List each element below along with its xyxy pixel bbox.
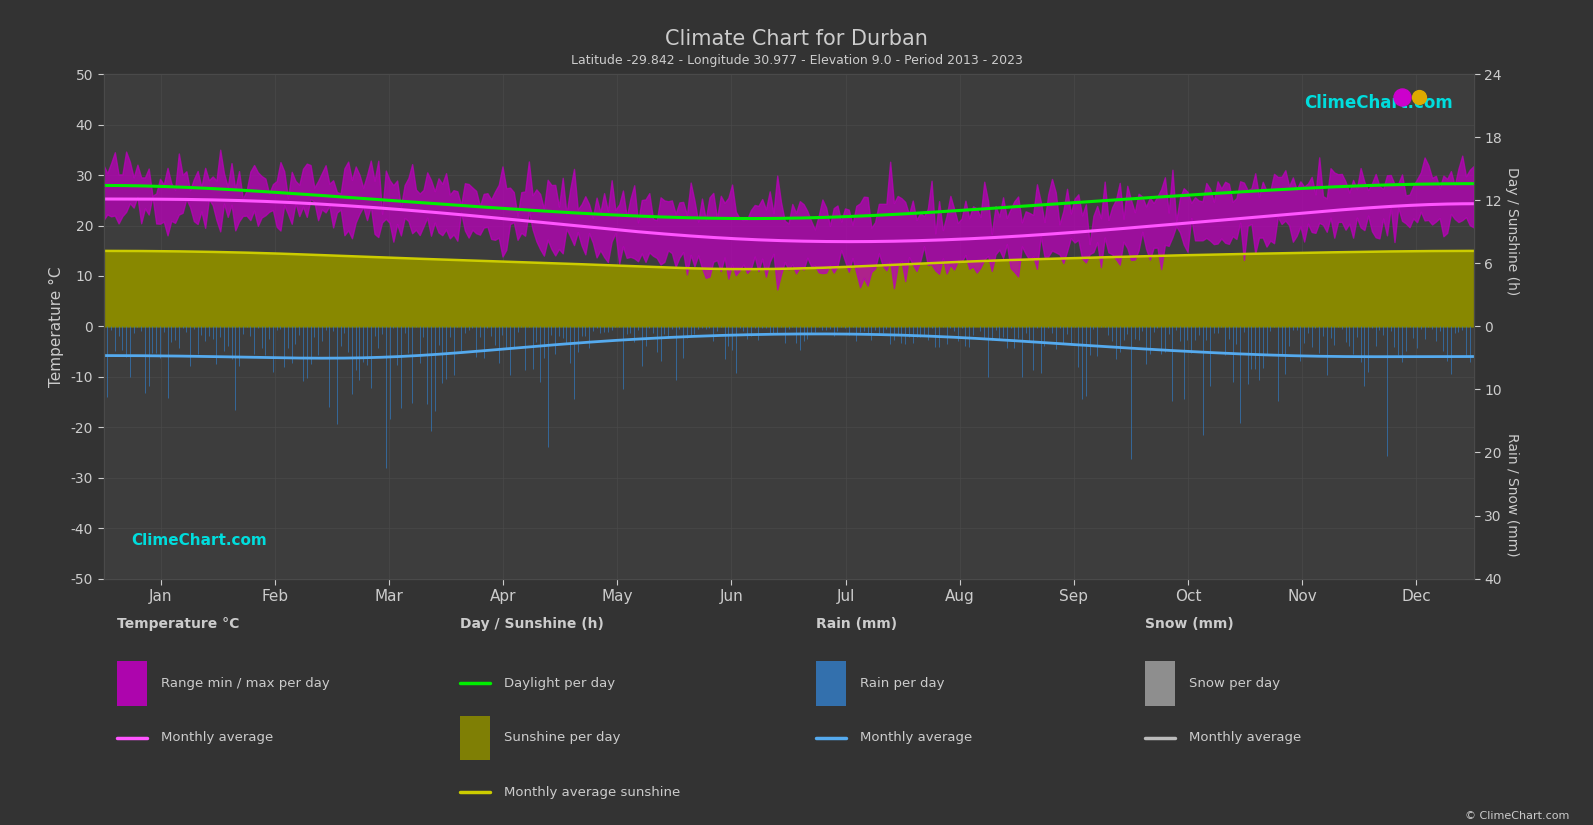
FancyBboxPatch shape (1145, 662, 1176, 705)
Text: Latitude -29.842 - Longitude 30.977 - Elevation 9.0 - Period 2013 - 2023: Latitude -29.842 - Longitude 30.977 - El… (570, 54, 1023, 67)
Text: Snow per day: Snow per day (1188, 677, 1279, 690)
FancyBboxPatch shape (816, 662, 846, 705)
Text: Sunshine per day: Sunshine per day (503, 732, 620, 744)
Text: Day / Sunshine (h): Day / Sunshine (h) (460, 617, 604, 631)
Text: Monthly average sunshine: Monthly average sunshine (503, 786, 680, 799)
Text: Rain per day: Rain per day (860, 677, 945, 690)
Text: Range min / max per day: Range min / max per day (161, 677, 330, 690)
Text: © ClimeChart.com: © ClimeChart.com (1464, 811, 1569, 821)
FancyBboxPatch shape (118, 662, 148, 705)
Text: Daylight per day: Daylight per day (503, 677, 615, 690)
Text: Monthly average: Monthly average (161, 732, 274, 744)
Text: Day / Sunshine (h): Day / Sunshine (h) (1505, 167, 1520, 295)
Text: Rain (mm): Rain (mm) (816, 617, 897, 631)
Text: ClimeChart.com: ClimeChart.com (1305, 94, 1453, 112)
Text: Monthly average: Monthly average (1188, 732, 1301, 744)
Text: Snow (mm): Snow (mm) (1145, 617, 1233, 631)
FancyBboxPatch shape (460, 716, 491, 760)
Point (199, 315, 225, 328)
Text: Climate Chart for Durban: Climate Chart for Durban (664, 29, 929, 49)
Point (201, 315, 226, 328)
Text: ClimeChart.com: ClimeChart.com (131, 533, 266, 549)
Text: Monthly average: Monthly average (860, 732, 972, 744)
Y-axis label: Temperature °C: Temperature °C (49, 266, 64, 387)
Text: Temperature °C: Temperature °C (118, 617, 239, 631)
Text: Rain / Snow (mm): Rain / Snow (mm) (1505, 433, 1520, 557)
